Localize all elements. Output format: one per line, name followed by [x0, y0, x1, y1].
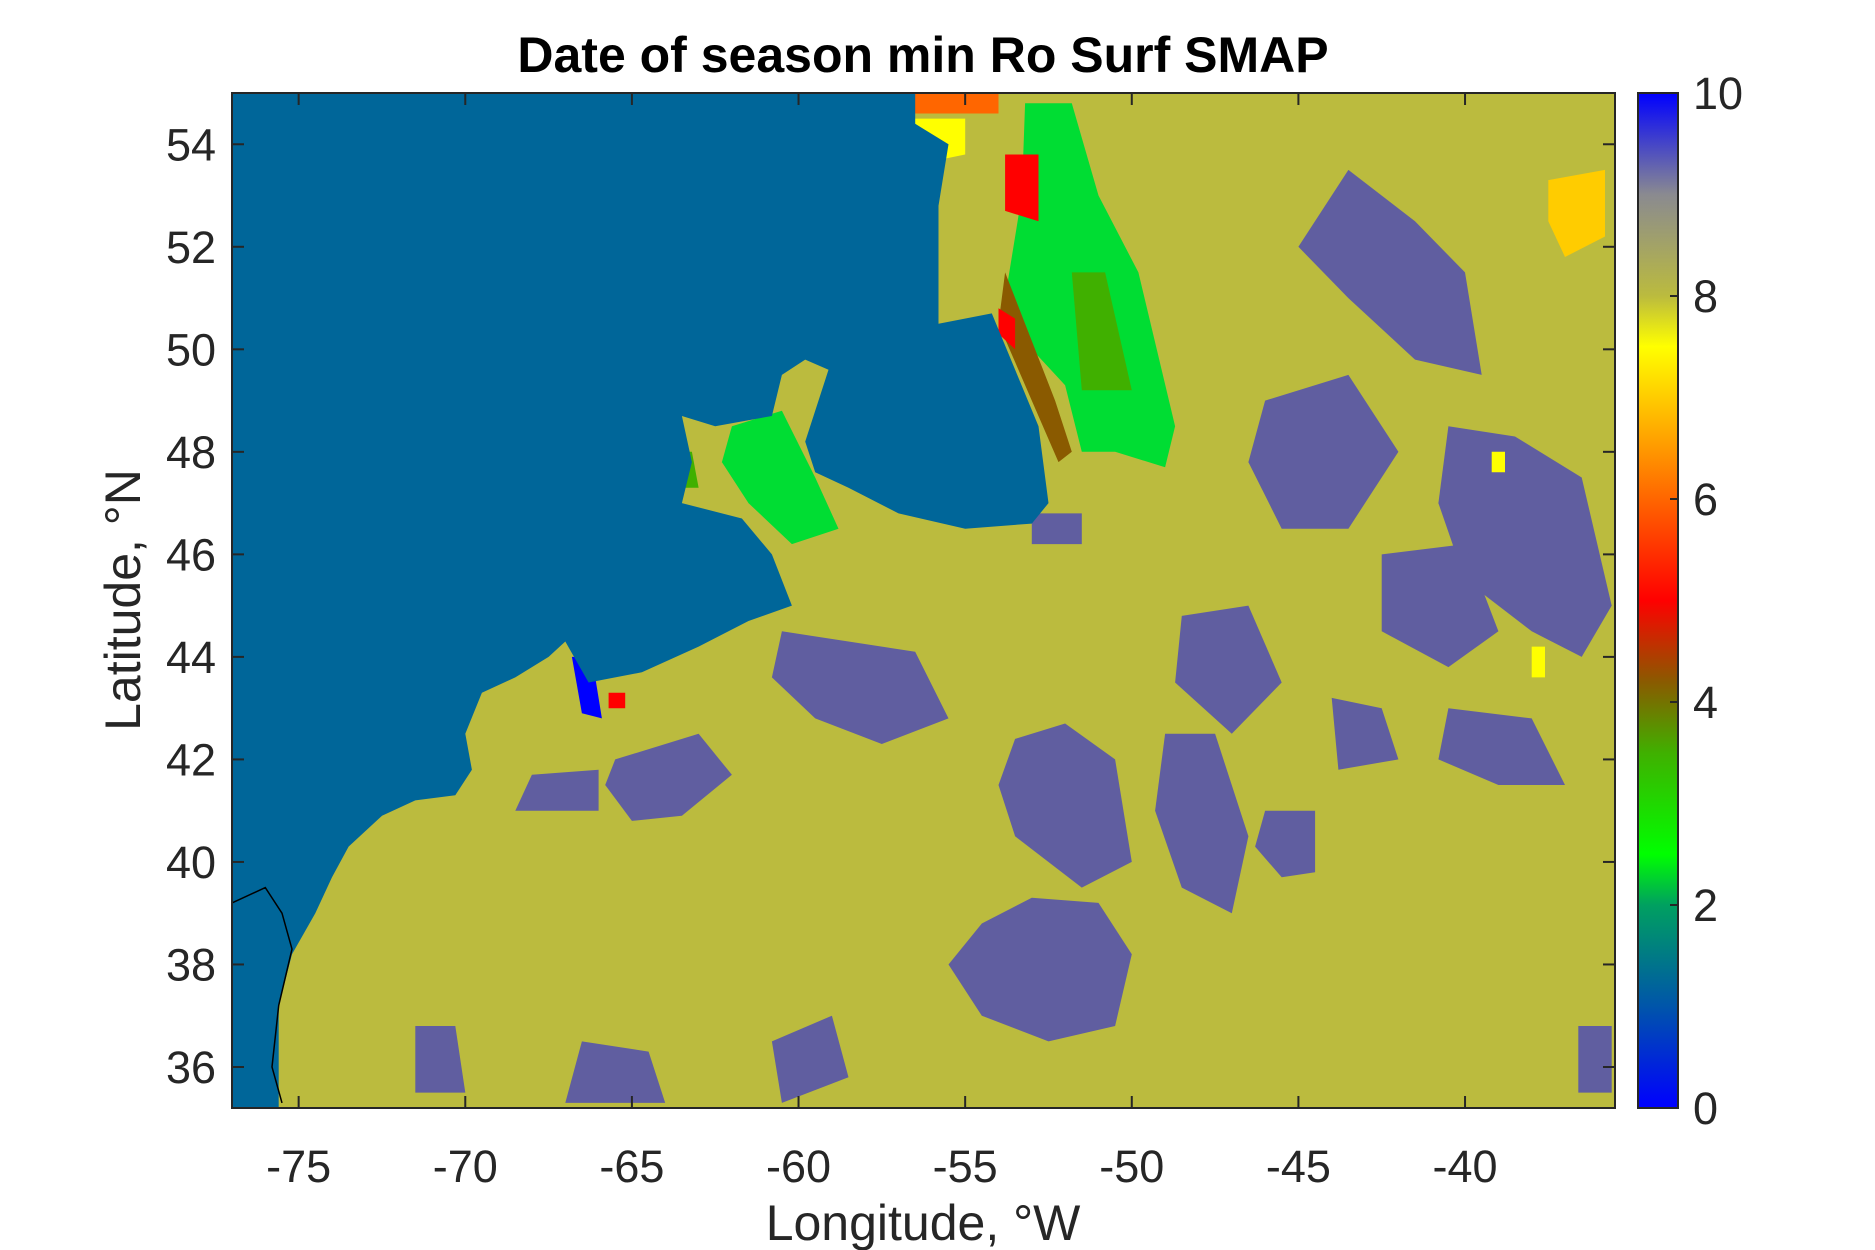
value-patch: [1331, 697, 1399, 770]
value-patch: [1031, 513, 1082, 545]
value-patch: [1531, 646, 1545, 678]
x-tick-label: -70: [433, 1141, 498, 1192]
value-patch: [998, 272, 1072, 463]
y-tick-label: 50: [166, 324, 216, 375]
x-axis-ticks: -75 -70 -65 -60 -55 -50 -45 -40: [266, 93, 1498, 1192]
value-patch: [721, 410, 839, 545]
value-patch: [1175, 605, 1282, 734]
value-patch: [608, 692, 626, 709]
value-patch: [515, 769, 599, 811]
x-tick-label: -40: [1433, 1141, 1498, 1192]
y-tick-label: 40: [166, 837, 216, 888]
value-patch: [1298, 169, 1482, 375]
y-tick-label: 38: [166, 939, 216, 990]
y-axis-label: Latitude, °N: [95, 469, 151, 731]
y-tick-label: 44: [166, 632, 216, 683]
value-patch: [565, 1041, 666, 1103]
value-patch: [1548, 169, 1605, 257]
y-tick-label: 42: [166, 734, 216, 785]
x-tick-label: -45: [1266, 1141, 1331, 1192]
value-patch: [1071, 272, 1132, 391]
x-tick-label: -55: [933, 1141, 998, 1192]
colorbar: 0 2 4 6 8 10: [1637, 68, 1743, 1134]
value-patch: [771, 631, 949, 744]
value-patch: [1438, 708, 1565, 785]
y-tick-label: 46: [166, 529, 216, 580]
colorbar-tick-label: 0: [1693, 1083, 1718, 1134]
colorbar-tick-label: 4: [1693, 677, 1718, 728]
value-patch: [415, 1026, 466, 1093]
value-patch: [1491, 451, 1505, 473]
y-tick-label: 52: [166, 222, 216, 273]
plot-frame: [231, 92, 1616, 1109]
value-patch: [1248, 374, 1399, 529]
value-patch: [1381, 544, 1499, 668]
coastline: [232, 886, 293, 1104]
y-tick-label: 48: [166, 427, 216, 478]
colorbar-tick-label: 2: [1693, 880, 1718, 931]
value-patch: [898, 93, 999, 114]
chart-title: Date of season min Ro Surf SMAP: [517, 27, 1328, 83]
value-patch: [1005, 154, 1039, 222]
value-patch: [1578, 1026, 1612, 1093]
value-patch: [998, 308, 1016, 350]
value-patch: [1438, 426, 1612, 657]
colorbar-tick-label: 10: [1693, 68, 1743, 119]
colorbar-gradient: [1637, 92, 1679, 1109]
y-tick-label: 36: [166, 1042, 216, 1093]
x-tick-label: -50: [1099, 1141, 1164, 1192]
value-patch: [998, 723, 1132, 888]
value-patch: [771, 1015, 849, 1103]
value-patch: [1155, 733, 1249, 914]
y-axis-ticks: 36 38 40 42 44 46 48 50 52 54: [166, 119, 1615, 1093]
colorbar-tick-label: 6: [1693, 474, 1718, 525]
y-tick-label: 54: [166, 119, 216, 170]
map-layer: [232, 93, 1615, 1108]
value-patches: [415, 93, 1612, 1103]
x-tick-label: -75: [266, 1141, 331, 1192]
colorbar-ticks: 0 2 4 6 8 10: [1670, 68, 1743, 1134]
value-patch: [948, 897, 1132, 1042]
x-tick-label: -60: [766, 1141, 831, 1192]
x-axis-label: Longitude, °W: [766, 1195, 1081, 1250]
value-patch: [605, 733, 732, 821]
colorbar-tick-label: 8: [1693, 271, 1718, 322]
x-tick-label: -65: [599, 1141, 664, 1192]
land-mask: [232, 93, 1049, 1108]
value-patch: [1255, 810, 1316, 878]
